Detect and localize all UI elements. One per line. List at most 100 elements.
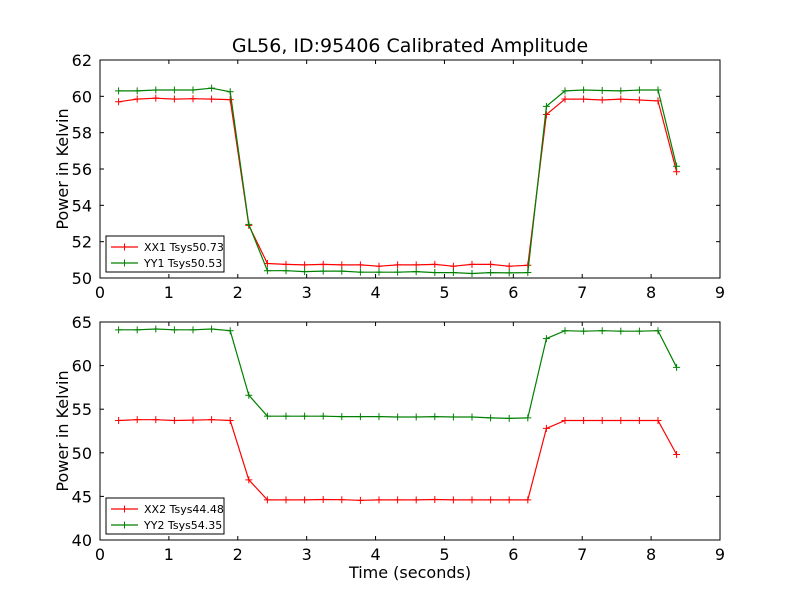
data-point bbox=[394, 413, 402, 421]
series-line bbox=[118, 419, 678, 501]
y-tick-label: 56 bbox=[72, 160, 92, 179]
data-point bbox=[170, 417, 178, 425]
x-tick-label: 9 bbox=[715, 283, 725, 302]
x-tick-label: 5 bbox=[439, 283, 449, 302]
x-tick-label: 6 bbox=[508, 545, 518, 564]
data-point bbox=[654, 327, 662, 335]
data-point bbox=[394, 268, 402, 276]
series-line bbox=[118, 328, 678, 420]
data-point bbox=[561, 327, 569, 335]
data-point bbox=[468, 496, 476, 504]
plot-frame bbox=[99, 321, 721, 541]
data-point bbox=[152, 416, 160, 424]
data-point bbox=[598, 417, 606, 425]
data-point bbox=[673, 451, 681, 459]
data-point bbox=[356, 496, 364, 504]
legend-entry: YY1 Tsys50.53 bbox=[143, 257, 222, 270]
data-point bbox=[561, 95, 569, 103]
data-point bbox=[282, 496, 290, 504]
data-point bbox=[580, 86, 588, 94]
data-point bbox=[301, 261, 309, 269]
data-point bbox=[524, 496, 532, 504]
data-point bbox=[394, 496, 402, 504]
data-point bbox=[487, 269, 495, 277]
x-tick-label: 0 bbox=[95, 545, 105, 564]
y-axis-label: Power in Kelvin bbox=[53, 370, 72, 491]
data-point bbox=[431, 260, 439, 268]
data-point bbox=[208, 95, 216, 103]
data-point bbox=[487, 496, 495, 504]
y-tick-label: 50 bbox=[72, 269, 92, 288]
data-point bbox=[263, 496, 271, 504]
data-point bbox=[115, 98, 123, 106]
data-point bbox=[561, 417, 569, 425]
data-point bbox=[505, 496, 513, 504]
y-tick-label: 45 bbox=[72, 487, 92, 506]
y-tick-label: 52 bbox=[72, 233, 92, 252]
data-point bbox=[189, 326, 197, 334]
x-tick-label: 7 bbox=[577, 283, 587, 302]
data-point bbox=[468, 413, 476, 421]
legend-entry: YY2 Tsys54.35 bbox=[143, 519, 222, 532]
data-point bbox=[282, 412, 290, 420]
data-point bbox=[133, 326, 141, 334]
y-axis-label: Power in Kelvin bbox=[53, 108, 72, 229]
chart-title: GL56, ID:95406 Calibrated Amplitude bbox=[232, 35, 588, 57]
x-tick-label: 6 bbox=[508, 283, 518, 302]
data-point bbox=[226, 327, 234, 335]
data-point bbox=[412, 268, 420, 276]
legend-marker bbox=[121, 521, 128, 529]
data-point bbox=[338, 261, 346, 269]
data-point bbox=[338, 496, 346, 504]
data-point bbox=[319, 267, 327, 275]
data-point bbox=[170, 326, 178, 334]
data-point bbox=[375, 413, 383, 421]
data-point bbox=[598, 96, 606, 104]
data-point bbox=[412, 496, 420, 504]
data-point bbox=[673, 162, 681, 170]
data-point bbox=[580, 95, 588, 103]
data-point bbox=[245, 220, 253, 228]
data-point bbox=[301, 268, 309, 276]
data-point bbox=[263, 267, 271, 275]
data-point bbox=[487, 414, 495, 422]
legend-marker bbox=[121, 505, 128, 513]
data-point bbox=[338, 413, 346, 421]
data-point bbox=[375, 262, 383, 270]
data-point bbox=[505, 269, 513, 277]
data-point bbox=[598, 327, 606, 335]
x-tick-label: 0 bbox=[95, 283, 105, 302]
y-tick-label: 62 bbox=[72, 51, 92, 70]
data-point bbox=[598, 87, 606, 95]
data-point bbox=[449, 262, 457, 270]
data-point bbox=[580, 327, 588, 335]
data-point bbox=[115, 326, 123, 334]
data-point bbox=[561, 87, 569, 95]
data-point bbox=[301, 496, 309, 504]
y-tick-label: 60 bbox=[72, 87, 92, 106]
data-point bbox=[263, 412, 271, 420]
data-point bbox=[133, 416, 141, 424]
x-tick-label: 8 bbox=[646, 545, 656, 564]
data-point bbox=[356, 261, 364, 269]
data-point bbox=[133, 87, 141, 95]
data-point bbox=[319, 412, 327, 420]
data-point bbox=[617, 87, 625, 95]
legend-box bbox=[105, 497, 225, 535]
data-point bbox=[431, 269, 439, 277]
data-point bbox=[338, 267, 346, 275]
y-tick-label: 54 bbox=[72, 196, 92, 215]
data-point bbox=[245, 476, 253, 484]
data-point bbox=[635, 96, 643, 104]
data-point bbox=[617, 417, 625, 425]
data-point bbox=[524, 414, 532, 422]
x-tick-label: 4 bbox=[370, 545, 380, 564]
data-point bbox=[654, 417, 662, 425]
data-point bbox=[226, 417, 234, 425]
data-point bbox=[412, 261, 420, 269]
data-point bbox=[208, 84, 216, 92]
x-tick-label: 7 bbox=[577, 545, 587, 564]
data-point bbox=[226, 88, 234, 96]
